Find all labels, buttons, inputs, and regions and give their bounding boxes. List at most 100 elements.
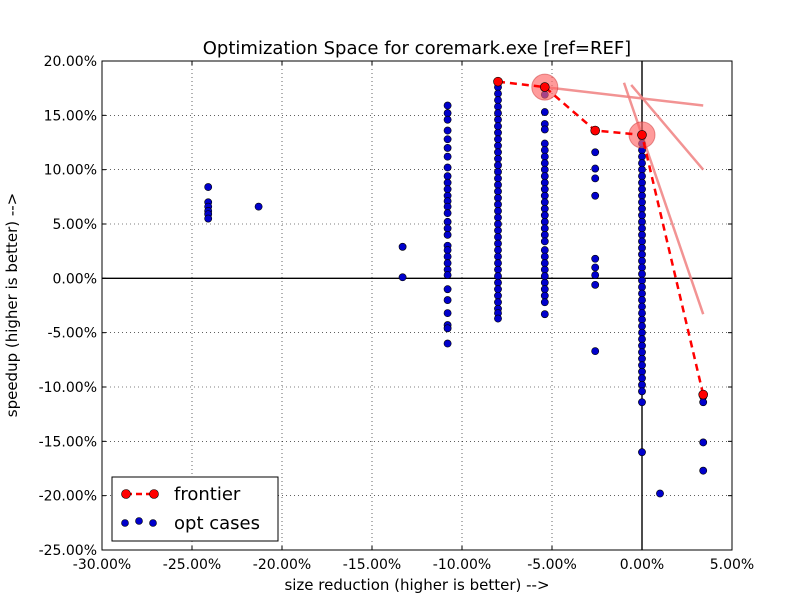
opt-case-point	[494, 298, 502, 307]
legend-opt-marker-2	[135, 517, 143, 525]
trend-line	[622, 82, 705, 315]
opt-case-point	[638, 224, 646, 233]
opt-case-point	[638, 302, 646, 311]
opt-case-point	[638, 257, 646, 265]
opt-case-point	[638, 276, 646, 285]
legend-opt-marker-1	[121, 519, 129, 527]
opt-case-point	[540, 230, 549, 239]
frontier-point	[698, 389, 709, 400]
frontier-point	[637, 130, 647, 140]
legend-opt-marker-3	[149, 519, 157, 527]
opt-case-point	[494, 213, 502, 222]
opt-case-point	[494, 154, 502, 163]
opt-case-point	[638, 198, 646, 207]
opt-case-point	[638, 322, 646, 331]
trend-line	[544, 85, 704, 107]
opt-case-point	[638, 374, 646, 383]
opt-case-point	[699, 398, 708, 407]
opt-case-point	[638, 237, 646, 246]
opt-case-point	[540, 198, 549, 207]
opt-case-point	[494, 174, 502, 183]
opt-case-point	[638, 178, 646, 187]
opt-case-point	[494, 122, 502, 131]
opt-case-point	[638, 335, 646, 344]
opt-case-point	[443, 271, 452, 279]
opt-case-point	[494, 89, 502, 98]
x-tick-label: -5.00%	[527, 557, 577, 573]
opt-case-point	[494, 102, 502, 111]
x-tick-label: -15.00%	[343, 557, 401, 573]
frontier-line	[497, 80, 705, 395]
trend-line	[630, 84, 705, 171]
opt-case-point	[638, 387, 646, 396]
opt-case-point	[443, 163, 452, 172]
opt-case-point	[494, 259, 502, 268]
opt-case-point	[540, 252, 549, 261]
opt-case-point	[591, 263, 600, 272]
opt-case-point	[540, 152, 549, 161]
opt-case-point	[540, 172, 549, 181]
legend-box	[111, 476, 279, 542]
opt-case-point	[638, 380, 646, 389]
opt-case-point	[443, 202, 452, 211]
opt-case-point	[443, 109, 452, 118]
opt-case-point	[638, 172, 646, 181]
y-tick-label: 0.00%	[53, 271, 97, 287]
opt-case-point	[443, 115, 452, 124]
y-tick-label: 5.00%	[53, 217, 97, 233]
opt-case-point	[638, 152, 646, 161]
opt-case-point	[494, 180, 502, 189]
opt-case-point	[638, 270, 646, 278]
opt-case-point	[494, 207, 502, 215]
opt-case-point	[494, 161, 502, 170]
opt-case-point	[638, 159, 646, 168]
opt-case-point	[540, 217, 549, 226]
opt-case-point	[443, 324, 452, 333]
opt-case-point	[540, 159, 549, 168]
opt-case-point	[591, 191, 600, 200]
opt-case-point	[638, 361, 646, 370]
frontier-highlights	[531, 73, 656, 149]
opt-case-point	[638, 191, 646, 200]
opt-case-point	[540, 298, 549, 307]
opt-case-point	[494, 148, 502, 157]
opt-case-point	[638, 283, 646, 291]
opt-case-point	[638, 244, 646, 252]
opt-case-point	[443, 285, 452, 294]
opt-case-point	[254, 202, 263, 211]
y-axis-label: speedup (higher is better) -->	[3, 193, 21, 418]
opt-case-point	[591, 254, 600, 263]
opt-case-point	[638, 289, 646, 298]
opt-case-point	[540, 211, 549, 220]
opt-case-point	[638, 296, 646, 304]
legend: frontier opt cases	[111, 476, 279, 542]
opt-case-point	[638, 309, 646, 318]
opt-case-point	[699, 438, 708, 447]
opt-case-point	[494, 278, 502, 287]
opt-case-point	[591, 271, 600, 279]
opt-case-point	[494, 135, 502, 144]
opt-case-point	[638, 315, 646, 324]
opt-case-point	[443, 224, 452, 233]
opt-case-point	[591, 174, 600, 183]
opt-case-point	[638, 448, 646, 457]
chart-title: Optimization Space for coremark.exe [ref…	[203, 38, 631, 59]
opt-case-point	[494, 265, 502, 274]
opt-case-point	[638, 230, 646, 239]
opt-case-point	[656, 489, 664, 498]
legend-frontier-label: frontier	[174, 484, 241, 505]
opt-case-point	[638, 328, 646, 337]
opt-case-point	[638, 398, 646, 407]
opt-case-point	[638, 348, 646, 357]
opt-case-point	[540, 191, 549, 200]
opt-case-point	[398, 242, 407, 251]
opt-case-point	[494, 200, 502, 209]
opt-case-point	[494, 246, 502, 254]
opt-case-point	[540, 165, 549, 174]
opt-case-point	[443, 152, 452, 161]
opt-case-point	[540, 185, 549, 194]
opt-case-point	[443, 144, 452, 152]
y-tick-label: -15.00%	[39, 434, 97, 450]
opt-case-point	[540, 224, 549, 233]
